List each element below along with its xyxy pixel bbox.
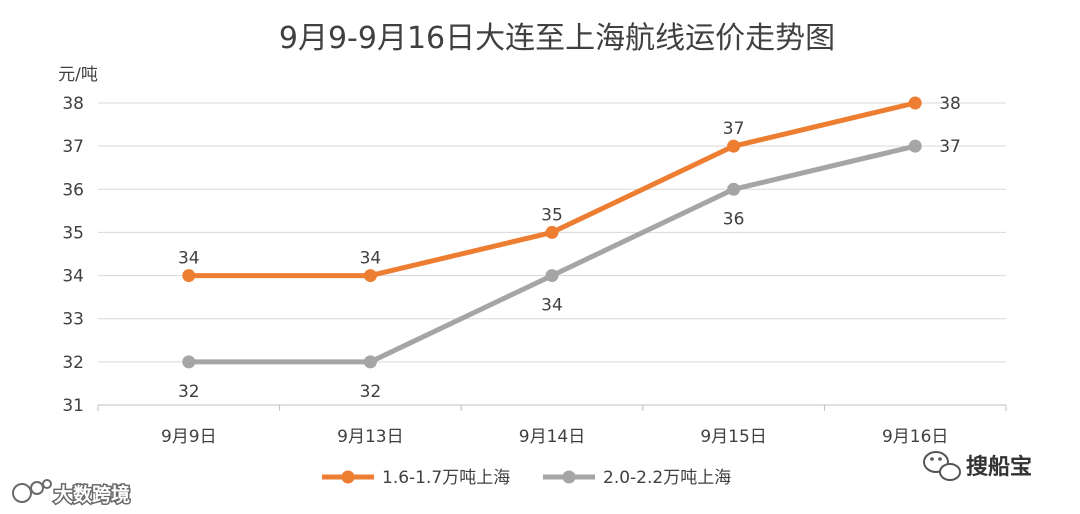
data-label: 36 xyxy=(723,209,745,229)
x-tick-label: 9月14日 xyxy=(519,427,585,447)
x-tick-label: 9月16日 xyxy=(882,427,948,447)
data-label: 37 xyxy=(723,119,745,139)
watermark-right-text: 搜船宝 xyxy=(966,454,1032,480)
x-axis: 9月9日 9月13日 9月14日 9月15日 9月16日 xyxy=(97,404,1007,447)
x-tick-label: 9月9日 xyxy=(161,427,217,447)
y-tick-label: 36 xyxy=(62,180,84,200)
chart-title: 9月9-9月16日大连至上海航线运价走势图 xyxy=(279,21,835,56)
y-tick-label: 31 xyxy=(62,396,84,416)
data-point xyxy=(182,355,196,369)
legend-marker xyxy=(562,470,576,484)
y-tick-label: 33 xyxy=(62,310,84,330)
data-label: 34 xyxy=(541,296,563,316)
data-point xyxy=(363,269,377,283)
data-point xyxy=(727,139,741,153)
x-tick-label: 9月15日 xyxy=(700,427,766,447)
series-layer: 34 34 35 37 38 32 32 34 36 37 xyxy=(178,94,961,402)
data-label: 35 xyxy=(541,205,563,225)
legend-marker xyxy=(341,470,355,484)
data-point xyxy=(545,225,559,239)
legend-label: 1.6-1.7万吨上海 xyxy=(382,468,510,488)
data-label: 32 xyxy=(360,382,382,402)
series-2: 32 32 34 36 37 xyxy=(178,137,961,402)
data-label: 38 xyxy=(939,94,961,114)
weibo-logo-icon xyxy=(12,479,52,503)
series-1: 34 34 35 37 38 xyxy=(178,94,961,283)
y-axis-ticks: 31 32 33 34 35 36 37 38 xyxy=(62,94,84,416)
data-point xyxy=(545,269,559,283)
y-tick-label: 32 xyxy=(62,353,84,373)
y-tick-label: 34 xyxy=(62,267,84,287)
wechat-logo-icon xyxy=(923,451,961,481)
data-label: 34 xyxy=(360,249,382,269)
series-line xyxy=(186,143,918,365)
data-point xyxy=(182,269,196,283)
watermark-right: 搜船宝 xyxy=(923,451,1032,481)
data-point xyxy=(363,355,377,369)
data-label: 34 xyxy=(178,249,200,269)
data-point xyxy=(908,139,922,153)
legend-item-2: 2.0-2.2万吨上海 xyxy=(543,468,731,488)
y-tick-label: 37 xyxy=(62,137,84,157)
y-axis-unit-label: 元/吨 xyxy=(58,65,98,85)
x-tick-label: 9月13日 xyxy=(337,427,403,447)
data-point xyxy=(908,96,922,110)
y-tick-label: 35 xyxy=(62,223,84,243)
data-label: 37 xyxy=(939,137,961,157)
legend-item-1: 1.6-1.7万吨上海 xyxy=(322,468,510,488)
data-point xyxy=(727,182,741,196)
watermark-left-text: 大数跨境 xyxy=(54,483,130,506)
watermark-left: 大数跨境 xyxy=(12,479,132,508)
data-label: 32 xyxy=(178,382,200,402)
legend-label: 2.0-2.2万吨上海 xyxy=(603,468,731,488)
legend: 1.6-1.7万吨上海 2.0-2.2万吨上海 xyxy=(322,468,731,488)
y-tick-label: 38 xyxy=(62,94,84,114)
